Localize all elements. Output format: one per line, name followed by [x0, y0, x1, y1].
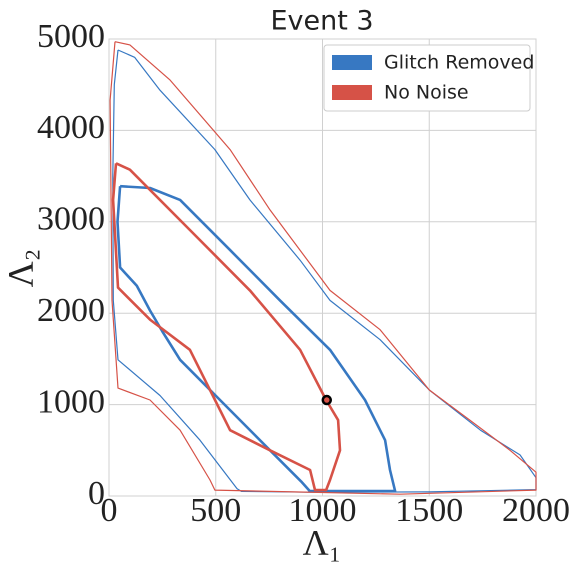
x-tick-label: 1000 — [289, 492, 357, 529]
x-tick-label: 1500 — [395, 492, 463, 529]
legend-box — [323, 44, 531, 112]
legend-swatch — [332, 85, 372, 100]
x-tick-label: 500 — [190, 492, 241, 529]
contour-line — [111, 162, 342, 492]
contour-line — [109, 41, 537, 495]
chart-title: Event 3 — [270, 6, 373, 37]
y-tick-label: 1000 — [37, 383, 105, 420]
contour-line — [116, 184, 397, 493]
y-tick-label: 2000 — [37, 292, 105, 329]
legend-label: Glitch Removed — [384, 52, 534, 74]
x-tick-label: 2000 — [502, 492, 570, 529]
x-tick-label: 0 — [101, 492, 118, 529]
legend-swatch — [332, 55, 372, 70]
x-axis-label: Λ₁ — [303, 522, 342, 562]
plot-frame — [108, 38, 537, 497]
y-tick-label: 5000 — [37, 18, 105, 55]
y-tick-label: 0 — [88, 475, 105, 512]
y-axis-label: Λ₂ — [0, 249, 40, 288]
marker-point — [321, 394, 333, 406]
y-tick-label: 4000 — [37, 109, 105, 146]
legend-label: No Noise — [384, 82, 469, 104]
y-tick-label: 3000 — [37, 201, 105, 238]
